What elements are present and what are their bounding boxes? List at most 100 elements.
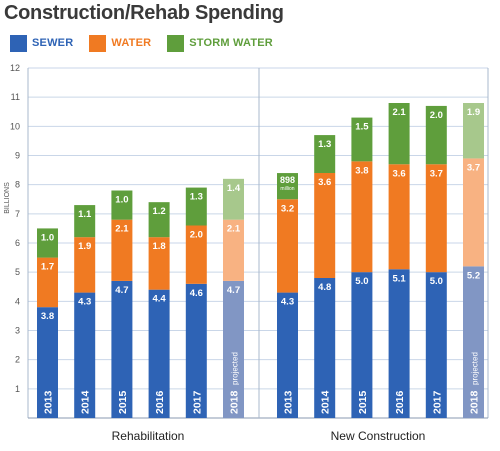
bar-segment-sewer [223, 280, 244, 418]
x-tick-label: 2016 [154, 390, 166, 414]
projected-label: projected [471, 352, 480, 385]
y-tick-label: 7 [15, 209, 20, 219]
bar-segment-storm [351, 117, 373, 162]
legend-item: WATER [89, 34, 152, 52]
bar-segment-storm [37, 228, 58, 258]
x-tick-label: 2015 [357, 390, 369, 414]
bar-segment-storm [111, 190, 133, 220]
bar-value-label: 3.2 [281, 203, 294, 214]
y-tick-label: 12 [10, 63, 20, 73]
bar-value-label: 3.7 [430, 168, 443, 179]
bar-segment-water [425, 164, 447, 273]
y-tick-label: 8 [15, 180, 20, 190]
bar-segment-water [223, 219, 244, 281]
bar-segment-sewer [351, 272, 373, 418]
bar-segment-storm [314, 135, 336, 173]
bar-value-label: 2.0 [430, 110, 443, 121]
bar-value-label: 5.1 [392, 273, 406, 284]
bar-segment-storm [223, 178, 244, 220]
legend-item: SEWER [10, 34, 74, 52]
legend-swatch [167, 34, 185, 52]
bar-value-sublabel: million [280, 186, 294, 192]
y-tick-label: 10 [10, 121, 20, 131]
bar-value-label: 3.7 [467, 162, 480, 173]
x-tick-label: 2014 [80, 390, 92, 414]
bar-value-label: 2.1 [115, 224, 129, 235]
bar-value-label: 1.4 [227, 183, 241, 194]
bar-segment-sewer [277, 292, 298, 418]
bar-value-label: 4.7 [115, 285, 128, 296]
bar-value-label: 2.1 [227, 224, 241, 235]
legend-label: WATER [111, 37, 152, 49]
bar-value-label: 5.2 [467, 270, 480, 281]
bar-segment-storm [185, 187, 207, 226]
bar-value-label: 1.3 [190, 192, 203, 203]
bar-segment-sewer [185, 283, 207, 418]
bar-value-label: 3.6 [392, 168, 405, 179]
x-tick-label: 2014 [320, 390, 332, 414]
bar-value-label: 4.7 [227, 285, 240, 296]
x-tick-label: 2015 [117, 390, 129, 414]
bar-segment-water [277, 199, 298, 293]
x-tick-label: 2017 [431, 390, 443, 414]
bar-segment-water [388, 164, 410, 270]
bar-segment-storm [148, 202, 170, 238]
bar-value-label: 1.7 [41, 262, 54, 273]
bar-segment-sewer [463, 266, 484, 418]
y-tick-label: 11 [11, 92, 20, 102]
x-tick-label: 2018 [229, 390, 241, 414]
bar-segment-sewer [388, 269, 410, 418]
bar-value-label: 5.0 [430, 276, 443, 287]
bar-value-label: 3.6 [318, 177, 331, 188]
bar-value-label: 1.8 [152, 241, 165, 252]
legend: SEWER WATER STORM WATER [10, 34, 289, 52]
bar-segment-storm [277, 173, 298, 200]
bar-segment-sewer [111, 280, 133, 418]
bar-value-label: 898 [280, 175, 295, 185]
x-tick-label: 2016 [394, 390, 406, 414]
legend-item: STORM WATER [167, 34, 273, 52]
projected-label: projected [231, 352, 240, 385]
y-tick-label: 4 [15, 296, 20, 306]
bar-value-label: 2.0 [190, 230, 203, 241]
bar-segment-water [74, 237, 96, 293]
bar-value-label: 4.4 [152, 294, 166, 305]
bar-value-label: 2.1 [392, 107, 406, 118]
bar-value-label: 5.0 [355, 276, 368, 287]
legend-label: SEWER [32, 37, 74, 49]
bar-segment-storm [463, 103, 484, 159]
bar-segment-sewer [314, 278, 336, 418]
bar-value-label: 1.2 [152, 206, 165, 217]
bar-segment-storm [74, 205, 96, 238]
bar-value-label: 1.3 [318, 139, 331, 150]
group-label: New Construction [331, 429, 426, 443]
y-tick-label: 5 [15, 267, 20, 277]
y-tick-label: 1 [15, 384, 20, 394]
y-tick-label: 9 [15, 151, 20, 161]
bar-value-label: 4.6 [190, 288, 203, 299]
bar-value-label: 3.8 [355, 165, 368, 176]
y-tick-label: 2 [15, 355, 20, 365]
bar-segment-water [351, 161, 373, 273]
group-label: Rehabilitation [112, 429, 185, 443]
bar-segment-sewer [74, 292, 96, 418]
bar-value-label: 1.5 [355, 122, 369, 133]
legend-label: STORM WATER [189, 37, 273, 49]
bar-segment-storm [388, 103, 410, 165]
bar-segment-storm [425, 105, 447, 165]
bar-value-label: 4.3 [281, 297, 294, 308]
bar-segment-water [314, 173, 336, 278]
legend-swatch [89, 34, 107, 52]
bar-segment-sewer [148, 289, 170, 418]
bar-value-label: 4.8 [318, 282, 331, 293]
chart-title: Construction/Rehab Spending [4, 2, 284, 24]
x-tick-label: 2013 [283, 390, 295, 414]
bar-value-label: 3.8 [41, 311, 54, 322]
bar-value-label: 1.1 [78, 209, 92, 220]
bar-value-label: 1.0 [41, 232, 54, 243]
bar-segment-sewer [425, 272, 447, 418]
bar-value-label: 1.9 [78, 241, 91, 252]
bar-segment-water [148, 237, 170, 290]
bar-segment-water [185, 225, 207, 284]
